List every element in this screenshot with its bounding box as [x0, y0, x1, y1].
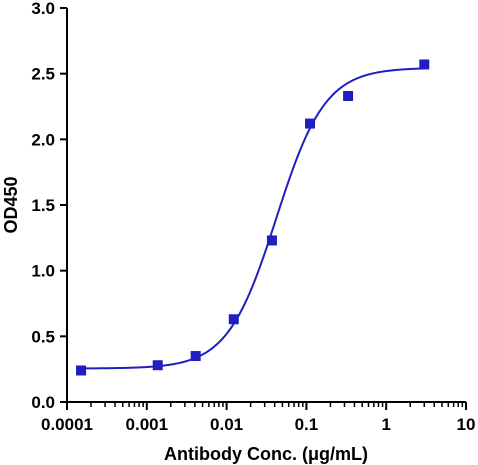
x-tick-label: 1 [381, 415, 390, 434]
fit-curve-group [81, 67, 425, 370]
x-tick-label: 10 [457, 415, 476, 434]
y-tick-label: 1.0 [31, 262, 55, 281]
x-tick-label: 0.1 [295, 415, 319, 434]
y-tick-label: 1.5 [31, 196, 55, 215]
x-tick-label: 0.0001 [41, 415, 93, 434]
x-tick-label: 0.001 [126, 415, 169, 434]
data-point [152, 360, 163, 371]
x-axis-title: Antibody Conc. (μg/mL) [164, 444, 368, 464]
ticks: 0.0 0.5 1.0 1.5 2.0 2.5 3.0 0.0001 0.001 0.01 0.1 1… [31, 0, 475, 434]
data-point [305, 118, 316, 129]
y-tick-label: 0.5 [31, 327, 55, 346]
y-tick-label: 0.0 [31, 393, 55, 412]
axes [66, 8, 466, 403]
data-point [190, 351, 201, 362]
y-tick-label: 2.0 [31, 130, 55, 149]
data-point [76, 365, 87, 376]
x-tick-label: 0.01 [210, 415, 243, 434]
data-point [266, 235, 277, 246]
data-point [343, 90, 354, 101]
data-point [419, 59, 430, 70]
y-tick-label: 2.5 [31, 65, 55, 84]
data-points [76, 59, 430, 376]
data-point [228, 314, 239, 325]
fit-curve [81, 67, 425, 370]
y-tick-label: 3.0 [31, 0, 55, 18]
y-axis-title: OD450 [1, 176, 21, 233]
